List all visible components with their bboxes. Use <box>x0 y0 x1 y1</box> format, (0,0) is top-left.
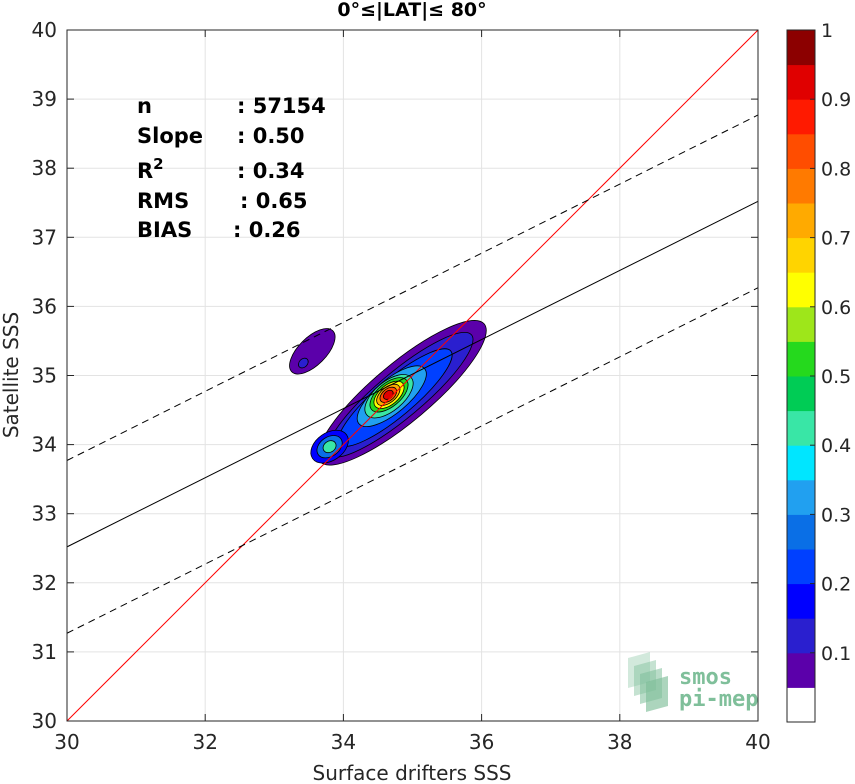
colorbar-tick-label: 0.3 <box>821 504 851 526</box>
x-tick-label: 30 <box>54 730 79 754</box>
y-tick-label: 33 <box>32 502 57 526</box>
stat-value: : 0.26 <box>233 218 301 242</box>
colorbar-segment <box>787 652 815 688</box>
x-axis-label: Surface drifters SSS <box>313 761 512 784</box>
identity-line <box>67 30 758 721</box>
colorbar-tick-label: 0.7 <box>821 228 851 250</box>
colorbar-segment <box>787 687 815 723</box>
lower-line <box>67 287 758 634</box>
stat-value: : 0.50 <box>237 124 305 148</box>
colorbar-segment <box>787 479 815 515</box>
y-tick-label: 36 <box>32 294 57 318</box>
colorbar-segment <box>787 203 815 239</box>
stat-value: : 0.34 <box>237 159 305 183</box>
regression-line <box>67 200 758 548</box>
x-tick-label: 38 <box>607 730 632 754</box>
colorbar-segment <box>787 64 815 100</box>
x-tick-label: 32 <box>192 730 217 754</box>
y-axis-ticks: 30 31 32 33 34 35 36 37 38 39 40 <box>32 18 758 733</box>
stat-label: BIAS <box>137 218 192 242</box>
stat-label: R2 <box>137 155 164 183</box>
logo-text: pi-mep <box>679 687 758 712</box>
colorbar-tick-label: 0.2 <box>821 574 851 596</box>
colorbar-segment <box>787 133 815 169</box>
colorbar-segment <box>787 30 815 66</box>
y-tick-label: 32 <box>32 571 57 595</box>
y-axis-label: Satellite SSS <box>0 312 23 438</box>
x-tick-label: 40 <box>745 730 770 754</box>
stat-label: Slope <box>137 124 203 148</box>
density-contour <box>298 357 309 369</box>
y-tick-label: 37 <box>32 225 57 249</box>
colorbar-tick-label: 0.1 <box>821 643 851 665</box>
y-tick-label: 31 <box>32 640 57 664</box>
colorbar-segment <box>787 168 815 204</box>
colorbar-segment <box>787 549 815 585</box>
y-tick-label: 34 <box>32 433 57 457</box>
plot-area: 30 32 34 36 38 40 30 31 32 33 34 35 36 37 38 39 40 <box>32 18 771 754</box>
colorbar-segment <box>787 341 815 377</box>
density-contour <box>322 440 337 454</box>
colorbar-segment <box>787 306 815 342</box>
colorbar-tick-label: 0.6 <box>821 297 851 319</box>
stat-value: : 57154 <box>237 94 326 118</box>
colorbar-segment <box>787 237 815 273</box>
y-tick-label: 39 <box>32 87 57 111</box>
colorbar-tick-label: 0.8 <box>821 158 851 180</box>
colorbar-tick-label: 0.9 <box>821 89 851 111</box>
logo-text: smos <box>679 665 732 690</box>
colorbar-segment <box>787 583 815 619</box>
colorbar-segment <box>787 514 815 550</box>
colorbar-segment <box>787 618 815 654</box>
x-tick-label: 34 <box>331 730 356 754</box>
stat-label: RMS <box>137 189 189 213</box>
colorbar-segment <box>787 376 815 412</box>
upper-line <box>67 114 758 461</box>
x-axis-ticks: 30 32 34 36 38 40 <box>54 30 771 754</box>
statistics-box: n : 57154 Slope : 0.50 R2 : 0.34 RMS : 0.65 BIAS… <box>137 94 326 242</box>
colorbar-segment <box>787 410 815 446</box>
y-tick-label: 35 <box>32 364 57 388</box>
colorbar-segment <box>787 272 815 308</box>
stat-label: n <box>137 94 152 118</box>
colorbar-segment <box>787 99 815 135</box>
y-tick-label: 38 <box>32 156 57 180</box>
colorbar-tick-label: 0.5 <box>821 366 851 388</box>
colorbar-segment <box>787 445 815 481</box>
colorbar: 0.1 0.2 0.3 0.4 0.5 0.6 0.7 0.8 0.9 1 <box>786 20 851 723</box>
x-tick-label: 36 <box>469 730 494 754</box>
reference-lines <box>67 30 758 721</box>
chart-title: 0°≤|LAT|≤ 80° <box>337 0 486 21</box>
logo-mark <box>646 676 668 712</box>
y-tick-label: 30 <box>32 709 57 733</box>
stat-value: : 0.65 <box>240 189 308 213</box>
y-tick-label: 40 <box>32 18 57 42</box>
colorbar-tick-label: 1 <box>821 20 833 42</box>
colorbar-tick-label: 0.4 <box>821 435 851 457</box>
